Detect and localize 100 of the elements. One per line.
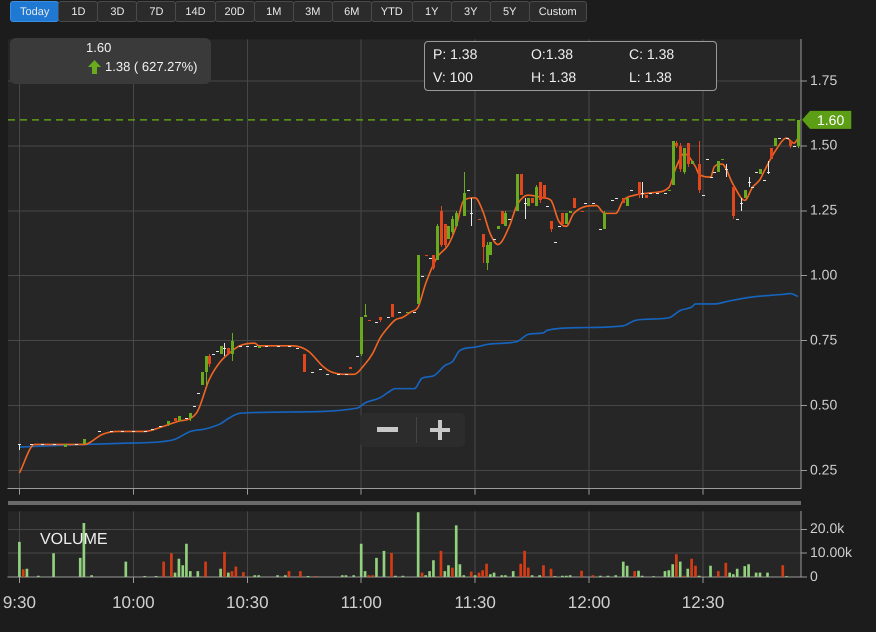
annotation: P: 1.38: [433, 46, 478, 62]
text: 6M: [332, 1, 372, 22]
annotation: C: 1.38: [629, 46, 674, 62]
y-tick-label: 0.25: [810, 461, 838, 478]
candlestick: [223, 343, 226, 356]
quote-panel: 1.60 1.38 ( 627.27%): [10, 38, 211, 84]
bar: [52, 553, 55, 577]
text: 1M: [254, 1, 294, 22]
bar: [716, 571, 720, 577]
bar: [709, 566, 712, 577]
bar: [675, 554, 678, 577]
text: 1Y: [412, 1, 452, 22]
bar: [781, 565, 784, 577]
bar: [686, 568, 690, 577]
y-tick-label: 0.50: [810, 396, 838, 412]
annotation: H: 1.38: [531, 69, 576, 85]
bar: [633, 571, 636, 577]
candlestick: [641, 182, 644, 198]
bar: [242, 572, 245, 577]
bar: [671, 564, 674, 577]
annotation: V: 100: [433, 69, 473, 85]
bar: [512, 571, 515, 577]
bar: [170, 553, 173, 577]
y-tick-label: 0.75: [810, 331, 838, 348]
candlestick: [470, 198, 473, 226]
bar: [219, 568, 222, 577]
bar: [626, 566, 628, 577]
bar: [485, 564, 488, 577]
bar: [743, 566, 746, 577]
bar: [382, 550, 386, 577]
text: 7D: [136, 1, 176, 22]
text: Today: [10, 1, 60, 22]
bar: [454, 525, 458, 577]
text: 3Y: [450, 1, 491, 22]
x-tick-label: 10:00: [112, 592, 155, 612]
text: 3D: [97, 1, 138, 22]
bar: [690, 558, 693, 577]
text: 14D: [175, 1, 216, 22]
bar: [754, 572, 758, 577]
bar: [758, 572, 762, 577]
bar: [375, 558, 378, 577]
x-tick-label: 12:30: [682, 592, 724, 612]
bar: [478, 572, 480, 577]
line-series: [18, 137, 799, 474]
text: Custom: [528, 1, 587, 22]
bar: [234, 566, 238, 577]
bar: [223, 552, 226, 577]
bar: [550, 568, 552, 577]
bar: [451, 568, 454, 577]
candlestick: [767, 161, 770, 174]
bar: [766, 572, 769, 577]
bar: [678, 562, 682, 577]
text: 3M: [292, 1, 333, 22]
text: 20D: [214, 1, 255, 22]
bar: [542, 565, 545, 577]
bar: [747, 564, 750, 577]
y-tick-label: 1.50: [810, 136, 838, 153]
bar: [416, 512, 420, 577]
bar: [204, 562, 207, 577]
bar: [124, 562, 128, 577]
candlestick: [725, 164, 728, 177]
bar: [178, 558, 180, 577]
bar: [622, 562, 625, 577]
y-tick-label: 0: [810, 568, 818, 584]
bar: [637, 570, 640, 577]
x-tick-label: 11:00: [340, 592, 382, 612]
x-tick-label: 11:30: [454, 592, 496, 612]
bar: [580, 570, 583, 577]
bar: [728, 572, 732, 577]
line-series: [18, 292, 799, 448]
bar: [18, 542, 21, 577]
bar: [162, 562, 165, 577]
bar: [724, 562, 728, 577]
text: YTD: [370, 1, 413, 22]
bar: [227, 572, 230, 577]
bar: [440, 550, 442, 577]
bar: [360, 544, 363, 577]
bar: [447, 565, 450, 577]
x-tick-label: 10:30: [226, 592, 269, 612]
y-tick-label: 1.25: [810, 202, 838, 218]
bar: [492, 572, 496, 577]
bar: [390, 552, 393, 577]
bar: [432, 560, 435, 577]
annotation: 1.60: [86, 40, 112, 55]
y-tick-label: 1.00: [810, 266, 838, 283]
text: 5Y: [490, 1, 530, 22]
annotation: L: 1.38: [629, 69, 672, 85]
bar: [22, 569, 25, 577]
annotation: O:1.38: [531, 46, 574, 62]
candlestick: [524, 198, 527, 219]
bar: [26, 568, 28, 577]
bar: [470, 572, 473, 577]
bar: [489, 574, 492, 577]
y-tick-label: 20.0k: [810, 520, 846, 536]
text: 1D: [58, 1, 98, 22]
bar: [736, 568, 739, 577]
x-tick-label: 12:00: [568, 592, 610, 612]
bar: [299, 571, 302, 577]
bar: [523, 550, 526, 577]
bar: [196, 571, 200, 577]
